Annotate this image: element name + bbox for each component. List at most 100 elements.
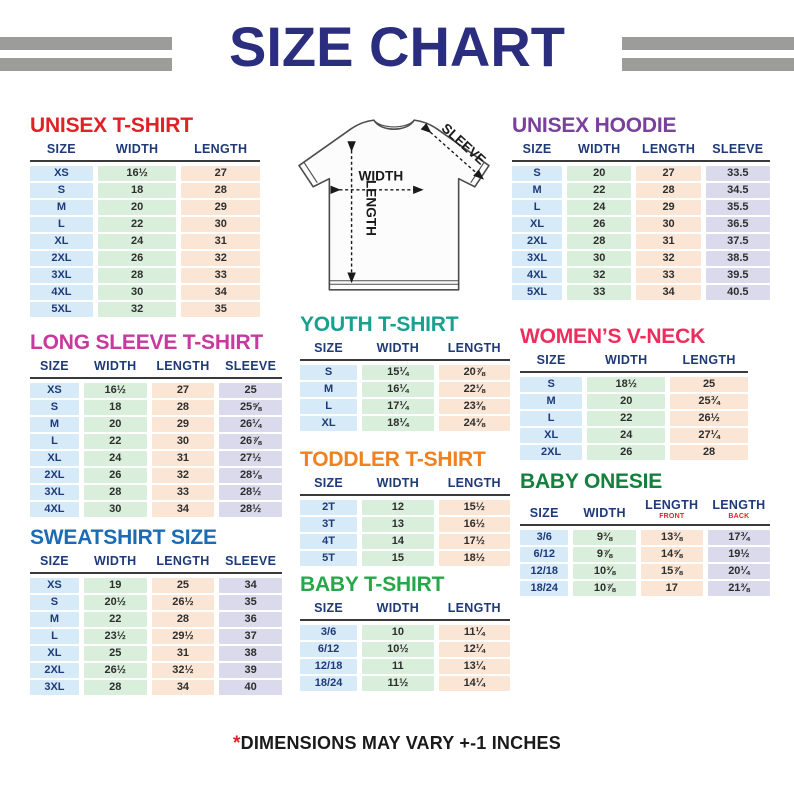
column-header: LENGTH	[636, 143, 700, 158]
sweatshirt-size-table-block: SWEATSHIRT SIZE SIZE WIDTH LENGTH SLEEVE XS 19…	[30, 526, 282, 695]
value-cell: 32	[567, 267, 632, 283]
value-cell: 16¼	[362, 381, 434, 397]
value-cell: 34	[219, 577, 282, 593]
header-bar-right-bottom	[622, 58, 794, 71]
value-cell: 28	[670, 444, 748, 460]
value-cell: 35	[219, 594, 282, 610]
value-cell: 20⅞	[438, 364, 510, 380]
sweatshirt-size-title: SWEATSHIRT SIZE	[30, 526, 217, 549]
value-cell: 31	[151, 645, 215, 661]
footer-text: DIMENSIONS MAY VARY	[240, 733, 455, 753]
value-cell: 20	[587, 393, 666, 409]
size-cell: 5XL	[512, 284, 563, 300]
value-cell: 30	[151, 433, 215, 449]
value-cell: 25	[670, 376, 748, 392]
size-cell: 3/6	[520, 529, 569, 545]
value-cell: 32	[151, 467, 215, 483]
column-header: SLEEVE	[219, 555, 282, 570]
baby-onesie-table-block: BABY ONESIE SIZE WIDTH LENGTH FRONT LENGTH BAC…	[520, 470, 770, 596]
value-cell: 39.5	[705, 267, 770, 283]
value-cell: 27	[181, 165, 260, 181]
value-cell: 12	[362, 499, 434, 515]
size-cell: M	[30, 611, 79, 627]
value-cell: 22	[587, 410, 666, 426]
column-header: WIDTH	[573, 499, 635, 522]
column-header-label: SLEEVE	[225, 359, 277, 373]
value-cell: 33	[181, 267, 260, 283]
value-cell: 34	[151, 679, 215, 695]
header-bar-left-bottom	[0, 58, 172, 71]
tshirt-measurement-diagram: WIDTH LENGTH SLEEVE	[286, 108, 502, 310]
womens-vneck-table-block: WOMEN’S V-NECK SIZE WIDTH LENGTH S 18½ 25 M 20 25…	[520, 325, 748, 460]
size-cell: 3XL	[512, 250, 563, 266]
size-cell: 2XL	[520, 444, 583, 460]
value-cell: 28	[181, 182, 260, 198]
column-header: WIDTH	[84, 360, 147, 375]
column-header: LENGTH BACK	[708, 499, 770, 522]
size-cell: 18/24	[520, 580, 569, 596]
column-header: WIDTH	[587, 354, 665, 369]
size-cell: S	[520, 376, 583, 392]
header-rule	[300, 358, 510, 361]
value-cell: 35	[181, 301, 260, 317]
value-cell: 30	[97, 284, 177, 300]
value-cell: 14¼	[438, 675, 510, 691]
value-cell: 38	[219, 645, 282, 661]
column-header-label: LENGTH	[156, 554, 210, 568]
value-cell: 26	[567, 216, 632, 232]
value-cell: 10	[362, 624, 434, 640]
long-sleeve-tshirt-table: SIZE WIDTH LENGTH SLEEVE XS 16½ 27 25 S 18 28 25⅝ M 2…	[30, 360, 282, 517]
size-cell: L	[512, 199, 563, 215]
value-cell: 37	[219, 628, 282, 644]
column-header: SIZE	[520, 354, 582, 369]
collar-line	[373, 119, 415, 128]
value-cell: 32½	[151, 662, 215, 678]
value-cell: 28	[151, 399, 215, 415]
youth-tshirt-table: SIZE WIDTH LENGTH S 15¼ 20⅞ M 16¼ 22⅛ L 17¼ 23⅜ XL 18…	[300, 342, 510, 431]
column-header: LENGTH	[439, 342, 510, 357]
value-cell: 40	[219, 679, 282, 695]
header-rule	[30, 571, 282, 574]
column-header-label: SIZE	[46, 142, 76, 156]
column-header-label: SIZE	[39, 359, 69, 373]
size-cell: 2XL	[30, 250, 93, 266]
value-cell: 20	[83, 416, 147, 432]
column-header-label: SLEEVE	[225, 554, 277, 568]
footer-note: *DIMENSIONS MAY VARY +-1 INCHES	[0, 733, 794, 755]
value-cell: 34.5	[705, 182, 770, 198]
value-cell: 23½	[83, 628, 147, 644]
value-cell: 40.5	[705, 284, 770, 300]
header-rule	[30, 376, 282, 379]
size-cell: 5XL	[30, 301, 93, 317]
long-sleeve-tshirt-table-block: LONG SLEEVE T-SHIRT SIZE WIDTH LENGTH SLEEVE…	[30, 331, 282, 517]
value-cell: 13	[362, 516, 434, 532]
size-cell: 12/18	[520, 563, 569, 579]
footer-asterisk: *	[233, 733, 241, 754]
value-cell: 24	[83, 450, 147, 466]
column-header-sublabel: FRONT	[659, 512, 685, 520]
value-cell: 22⅛	[438, 381, 510, 397]
header-rule	[300, 493, 510, 496]
size-cell: M	[30, 199, 93, 215]
value-cell: 28	[83, 484, 147, 500]
value-cell: 25	[151, 577, 215, 593]
unisex-hoodie-table-block: UNISEX HOODIE SIZE WIDTH LENGTH SLEEVE S 20 27 3…	[512, 114, 770, 300]
baby-tshirt-table-block: BABY T-SHIRT SIZE WIDTH LENGTH 3/6 10 11¼ 6/12 1…	[300, 573, 510, 691]
value-cell: 36.5	[705, 216, 770, 232]
column-header: WIDTH	[362, 342, 433, 357]
value-cell: 11½	[362, 675, 434, 691]
column-header: SIZE	[30, 555, 79, 570]
value-cell: 17	[640, 580, 703, 596]
footer-tolerance: +-1	[459, 733, 487, 753]
size-cell: XL	[512, 216, 563, 232]
value-cell: 21⅜	[707, 580, 770, 596]
size-cell: S	[30, 594, 79, 610]
value-cell: 18	[97, 182, 177, 198]
size-cell: L	[30, 628, 79, 644]
width-label: WIDTH	[359, 169, 404, 184]
column-header-label: WIDTH	[376, 476, 420, 490]
value-cell: 24	[97, 233, 177, 249]
size-cell: 12/18	[300, 658, 358, 674]
value-cell: 16½	[83, 382, 147, 398]
value-cell: 26½	[83, 662, 147, 678]
